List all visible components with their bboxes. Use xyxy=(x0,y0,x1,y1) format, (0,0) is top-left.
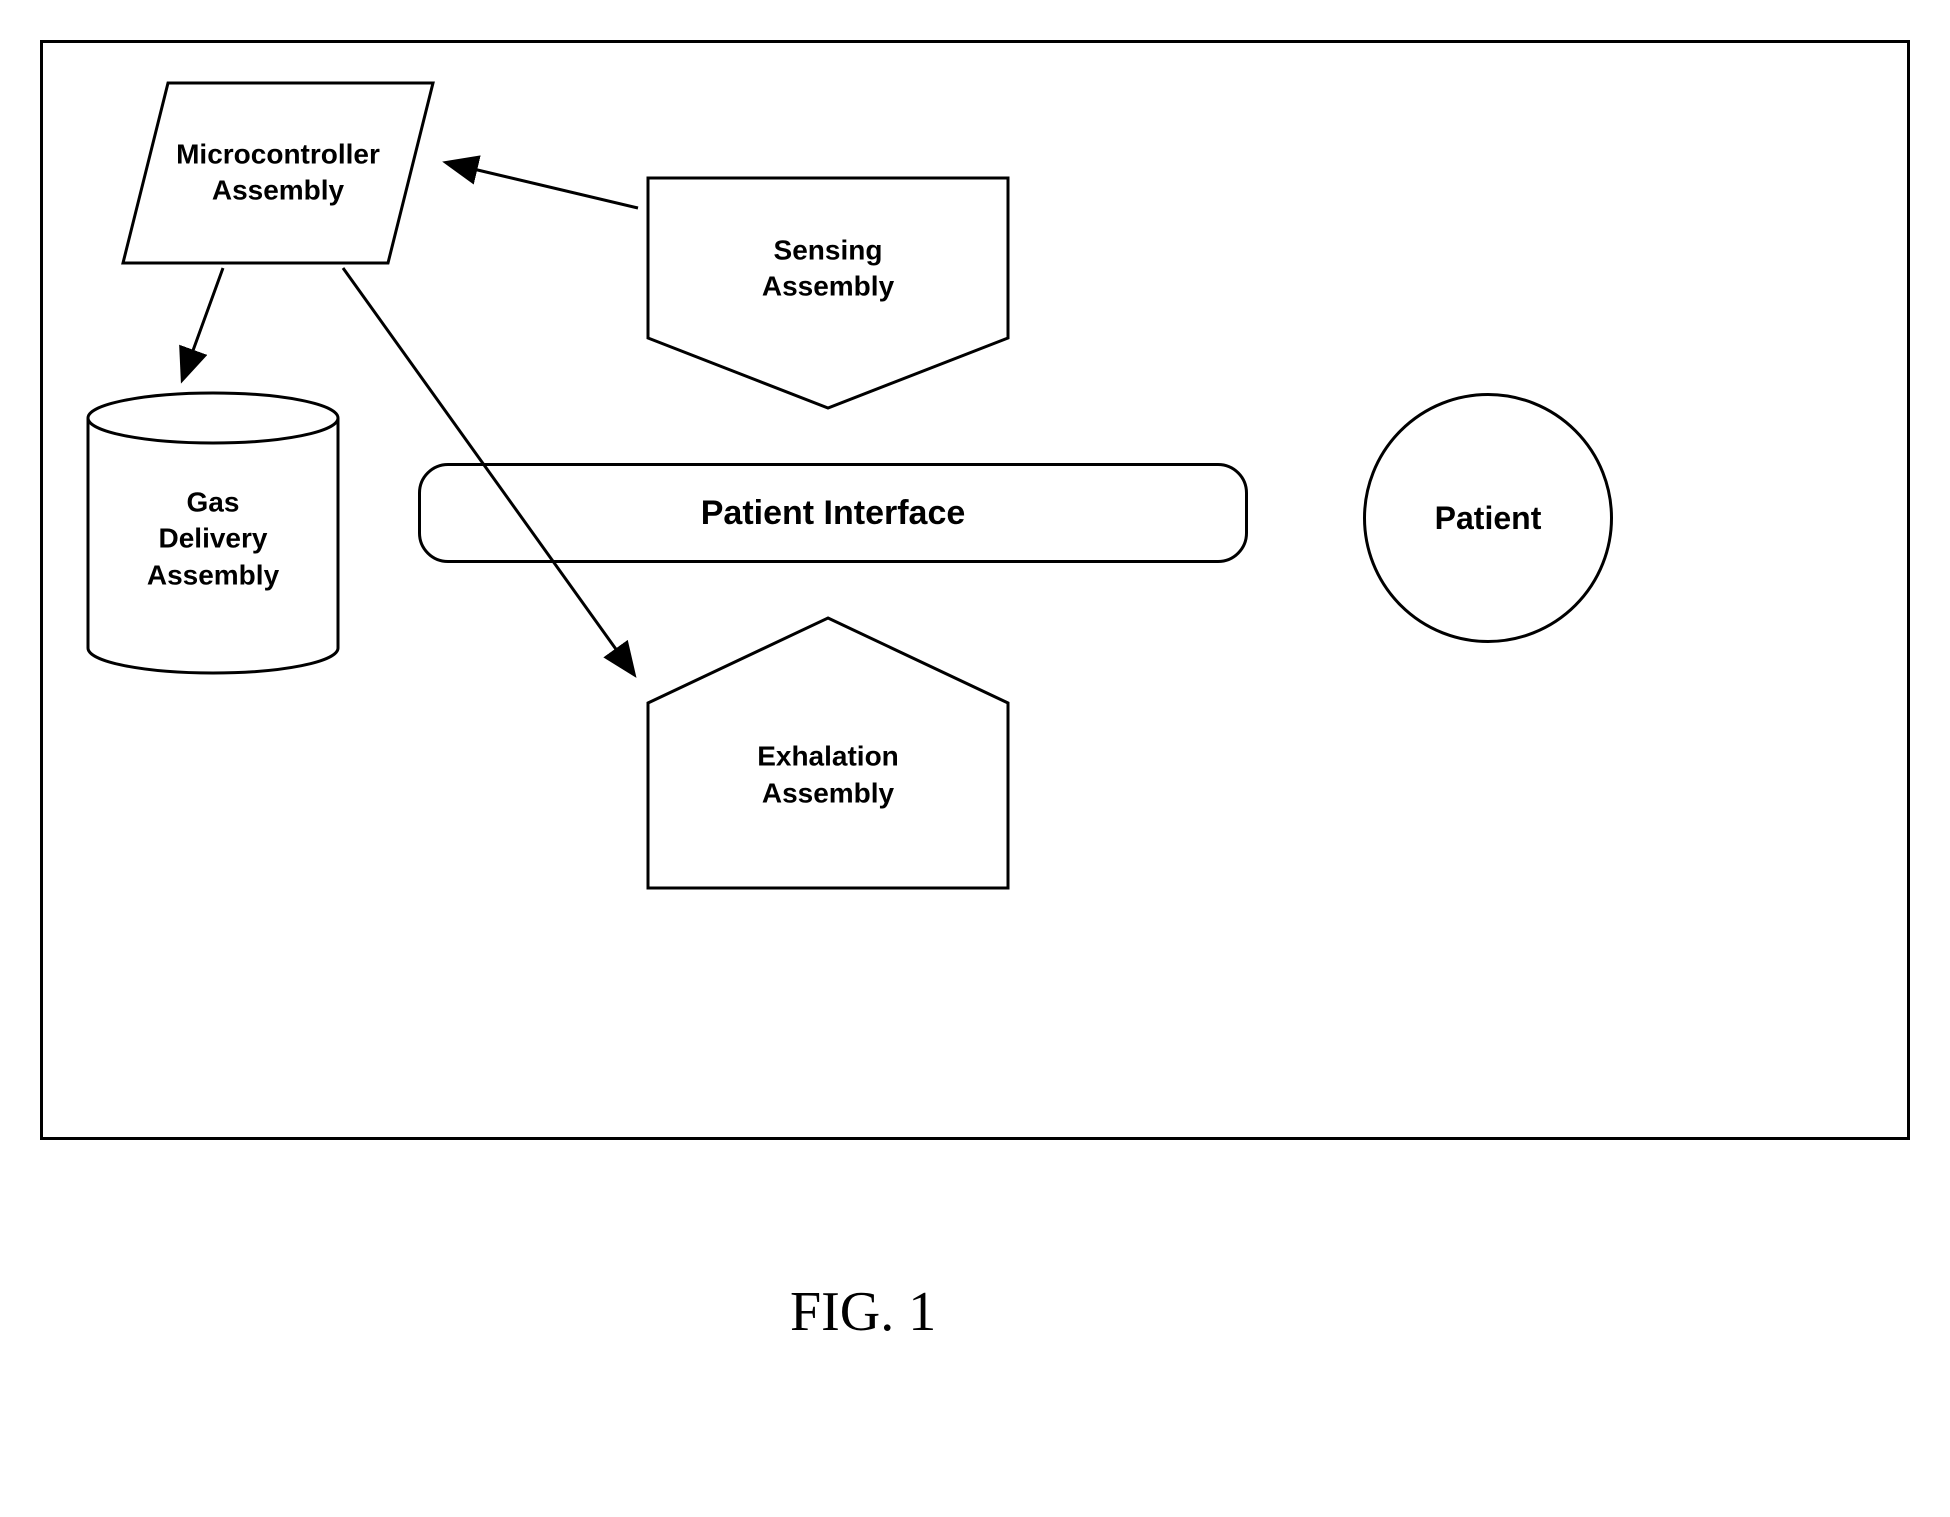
edge-micro-to-exhalation xyxy=(343,268,633,673)
diagram-frame: MicrocontrollerAssembly Gas DeliveryAsse… xyxy=(40,40,1910,1140)
edge-micro-to-gas xyxy=(183,268,223,378)
figure-caption: FIG. 1 xyxy=(790,1280,936,1344)
edge-sensing-to-micro xyxy=(448,163,638,208)
arrows-layer xyxy=(43,43,1907,1137)
